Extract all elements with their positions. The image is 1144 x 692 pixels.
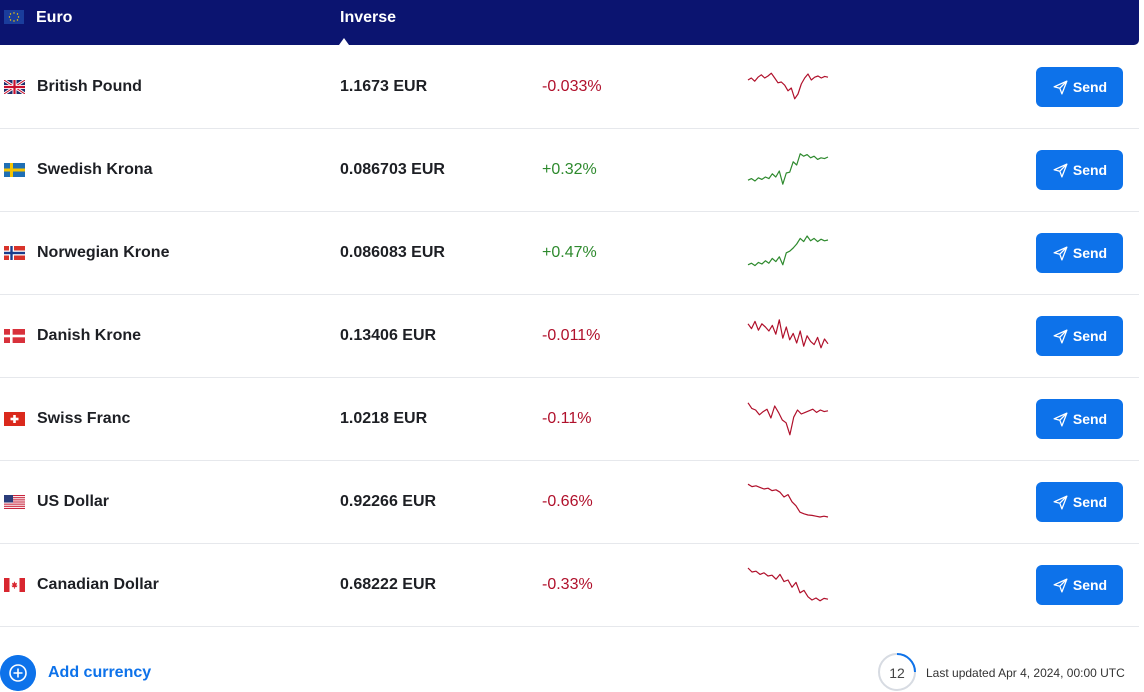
sparkline-chart [747,483,829,518]
send-label: Send [1072,79,1108,95]
inverse-column-header[interactable]: Inverse [340,9,397,26]
gb-flag-icon [4,80,25,94]
rate-change: -0.011% [542,327,601,344]
plus-circle-icon [0,655,36,691]
rate-change: -0.33% [542,576,593,593]
ca-flag-icon [4,578,25,592]
rate-change: -0.033% [542,78,602,95]
no-flag-icon [4,246,25,260]
send-icon [1053,162,1068,178]
send-button[interactable]: Send [1036,399,1123,439]
sparkline-path [747,483,829,518]
send-icon [1053,328,1068,344]
table-header: Euro Inverse [0,0,1139,45]
sparkline-chart [747,402,829,436]
currency-row[interactable]: US Dollar 0.92266 EUR -0.66% Send [0,460,1139,544]
sparkline-chart [747,72,829,100]
inverse-rate: 1.0218 EUR [340,410,428,427]
send-icon [1053,411,1068,427]
ch-flag-icon [4,412,25,426]
base-currency-label[interactable]: Euro [36,9,73,26]
rate-change: -0.11% [542,410,592,427]
send-button[interactable]: Send [1036,565,1123,605]
currency-name[interactable]: Swiss Franc [37,410,131,427]
send-icon [1053,494,1068,510]
send-icon [1053,245,1068,261]
inverse-rate: 0.13406 EUR [340,327,437,344]
se-flag-icon [4,163,25,177]
rate-change: +0.32% [542,161,597,178]
sparkline-chart [747,235,829,267]
sparkline-path [747,319,829,349]
inverse-rate: 0.92266 EUR [340,493,437,510]
us-flag-icon [4,495,25,509]
sparkline-path [747,567,829,602]
sort-caret-icon [339,38,349,45]
sparkline-chart [747,319,829,349]
sparkline-path [747,402,829,436]
send-button[interactable]: Send [1036,233,1123,273]
currency-name[interactable]: Swedish Krona [37,161,153,178]
eu-flag-icon [4,10,24,24]
send-label: Send [1072,328,1108,344]
send-button[interactable]: Send [1036,482,1123,522]
sparkline-path [747,235,829,267]
currency-name[interactable]: US Dollar [37,493,110,510]
currency-row[interactable]: Swedish Krona 0.086703 EUR +0.32% Send [0,128,1139,212]
inverse-rate: 1.1673 EUR [340,78,428,95]
currency-row[interactable]: Norwegian Krone 0.086083 EUR +0.47% Send [0,211,1139,295]
sparkline-path [747,72,829,100]
rate-change: +0.47% [542,244,597,261]
sparkline-chart [747,567,829,602]
dk-flag-icon [4,329,25,343]
add-currency-label: Add currency [48,664,152,681]
send-button[interactable]: Send [1036,150,1123,190]
currency-row[interactable]: Danish Krone 0.13406 EUR -0.011% Send [0,294,1139,378]
inverse-rate: 0.086083 EUR [340,244,445,261]
send-label: Send [1072,577,1108,593]
currency-row[interactable]: Swiss Franc 1.0218 EUR -0.11% Send [0,377,1139,461]
send-label: Send [1072,494,1108,510]
currency-name[interactable]: Norwegian Krone [37,244,170,261]
rate-change: -0.66% [542,493,593,510]
send-button[interactable]: Send [1036,316,1123,356]
sparkline-chart [747,153,829,185]
inverse-rate: 0.086703 EUR [340,161,445,178]
sparkline-path [747,153,829,185]
send-icon [1053,79,1068,95]
send-icon [1053,577,1068,593]
currency-name[interactable]: Canadian Dollar [37,576,159,593]
currency-row[interactable]: Canadian Dollar 0.68222 EUR -0.33% Send [0,543,1139,627]
currency-row[interactable]: British Pound 1.1673 EUR -0.033% Send [0,45,1139,129]
inverse-rate: 0.68222 EUR [340,576,437,593]
send-label: Send [1072,245,1108,261]
send-label: Send [1072,411,1108,427]
currency-name[interactable]: Danish Krone [37,327,142,344]
currency-name[interactable]: British Pound [37,78,142,95]
last-updated-text: Last updated Apr 4, 2024, 00:00 UTC [926,666,1125,680]
refresh-countdown: 12 [889,665,905,681]
send-button[interactable]: Send [1036,67,1123,107]
send-label: Send [1072,162,1108,178]
